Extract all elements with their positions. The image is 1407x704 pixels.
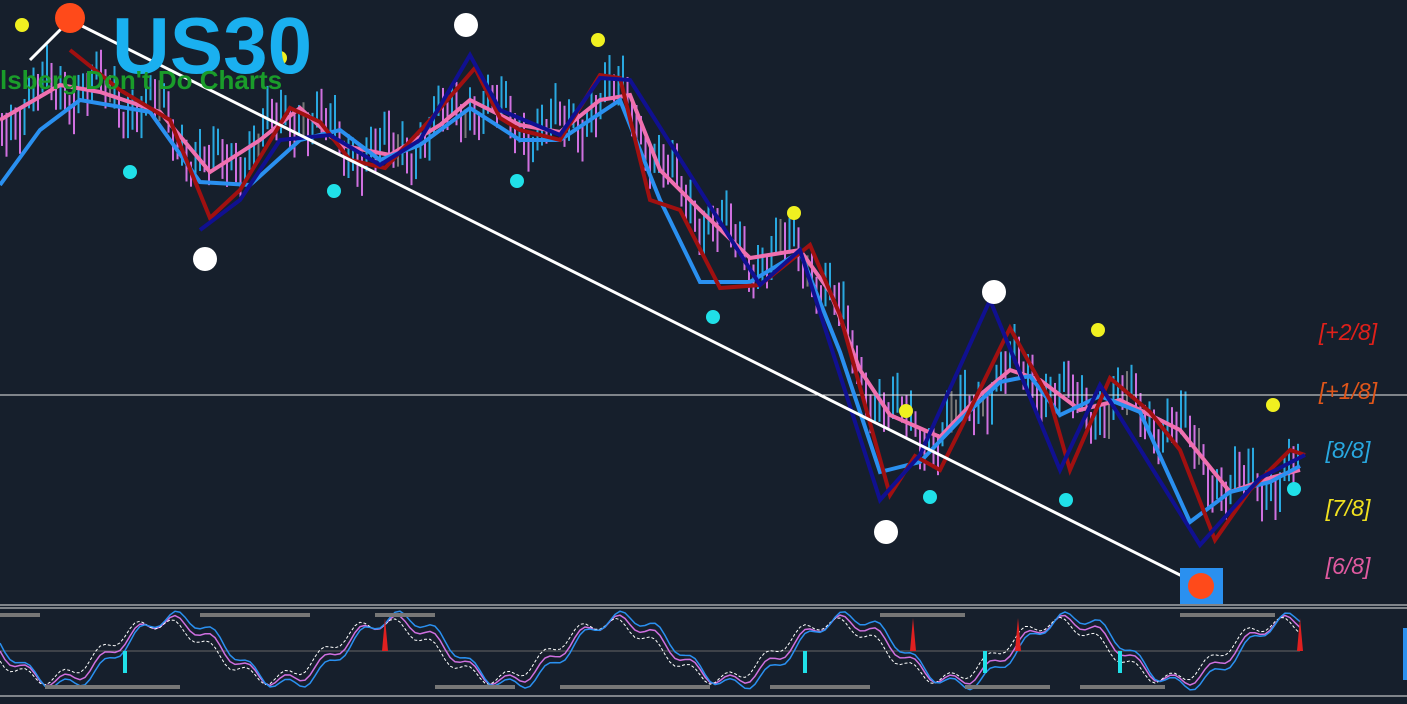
zone-bar: [880, 613, 965, 617]
swing-marker: [327, 184, 341, 198]
swing-marker: [15, 18, 29, 32]
signal: [1118, 651, 1122, 673]
level-label: [7/8]: [1325, 495, 1371, 521]
moving-average: [0, 82, 1301, 495]
level-label: [+2/8]: [1318, 319, 1378, 345]
oscillator: [0, 610, 1303, 691]
swing-marker: [706, 310, 720, 324]
moving-average: [198, 50, 1306, 549]
signal: [1297, 618, 1303, 651]
zone-bar: [770, 685, 870, 689]
chart-title: US30: [112, 1, 312, 90]
swing-marker: [1188, 573, 1214, 599]
signal: [1015, 618, 1021, 651]
swing-marker: [1091, 323, 1105, 337]
scroll-indicator: [1403, 628, 1407, 680]
swing-marker: [273, 51, 287, 65]
moving-average: [68, 48, 1306, 545]
chart-subtitle: lsberg Don't Do Charts: [0, 65, 282, 95]
swing-marker: [923, 490, 937, 504]
zone-bar: [560, 685, 710, 689]
swing-marker: [55, 3, 85, 33]
signal: [382, 618, 388, 651]
signal: [910, 618, 916, 651]
zone-bar: [375, 613, 435, 617]
zone-bar: [965, 685, 1050, 689]
swing-marker: [454, 13, 478, 37]
zone-bar: [435, 685, 515, 689]
swing-marker: [123, 165, 137, 179]
swing-marker: [1266, 398, 1280, 412]
zone-bar: [1180, 613, 1275, 617]
swing-marker: [193, 247, 217, 271]
swing-marker: [982, 280, 1006, 304]
signal: [123, 651, 127, 673]
swing-markers: [15, 13, 1301, 544]
zone-bar: [200, 613, 310, 617]
swing-marker: [591, 33, 605, 47]
zone-bar: [1080, 685, 1165, 689]
level-label: [8/8]: [1325, 437, 1371, 463]
swing-marker: [874, 520, 898, 544]
swing-marker: [787, 206, 801, 220]
zone-bar: [45, 685, 180, 689]
signal: [983, 651, 987, 673]
zone-bar: [0, 613, 40, 617]
oscillator-line: [0, 616, 1301, 686]
swing-marker: [1287, 482, 1301, 496]
level-label: [6/8]: [1325, 553, 1371, 579]
level-label: [+1/8]: [1318, 378, 1378, 404]
swing-marker: [510, 174, 524, 188]
signal: [803, 651, 807, 673]
swing-marker: [1059, 493, 1073, 507]
trend-line: [69, 18, 1201, 587]
oscillator-line: [0, 614, 1301, 687]
swing-marker: [899, 404, 913, 418]
oscillator-line: [0, 610, 1301, 691]
